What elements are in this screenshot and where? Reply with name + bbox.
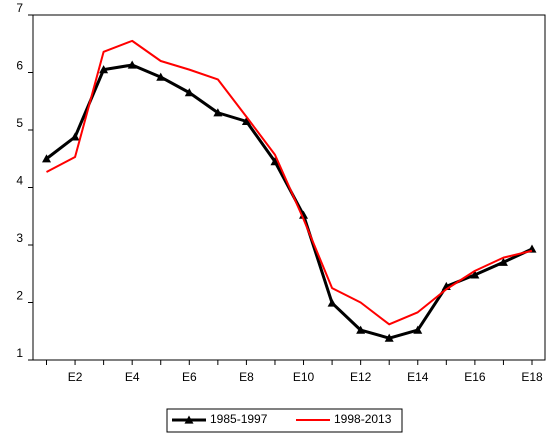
legend-label: 1985-1997 <box>210 412 268 426</box>
marker <box>470 270 480 279</box>
y-tick-label: 2 <box>16 289 23 303</box>
marker <box>42 154 51 163</box>
x-tick-label: E12 <box>350 370 372 384</box>
marker <box>413 325 423 334</box>
x-tick-label: E16 <box>464 370 486 384</box>
marker <box>70 132 80 141</box>
marker <box>127 60 137 69</box>
marker <box>270 157 280 166</box>
marker <box>498 257 508 266</box>
marker <box>299 210 309 219</box>
x-tick-label: E2 <box>68 370 83 384</box>
marker <box>213 108 223 117</box>
x-tick-label: E4 <box>125 370 140 384</box>
marker <box>241 116 251 125</box>
x-tick-label: E10 <box>293 370 315 384</box>
x-tick-label: E6 <box>182 370 197 384</box>
marker <box>327 298 337 307</box>
y-tick-label: 7 <box>16 1 23 15</box>
legend-label: 1998-2013 <box>334 412 392 426</box>
y-tick-label: 5 <box>16 116 23 130</box>
series-line <box>46 39 533 326</box>
x-tick-label: E14 <box>407 370 429 384</box>
marker <box>356 325 366 334</box>
y-tick-label: 3 <box>16 231 23 245</box>
marker <box>99 65 109 74</box>
x-tick-label: E18 <box>521 370 543 384</box>
x-tick-label: E8 <box>239 370 254 384</box>
y-tick-label: 4 <box>16 174 23 188</box>
marker <box>384 333 394 342</box>
legend-box <box>166 408 403 433</box>
marker <box>184 88 194 97</box>
legend-marker <box>184 415 194 424</box>
y-tick-label: 6 <box>16 59 23 73</box>
series-line <box>45 63 533 340</box>
marker <box>156 72 166 81</box>
y-tick-label: 1 <box>16 346 23 360</box>
